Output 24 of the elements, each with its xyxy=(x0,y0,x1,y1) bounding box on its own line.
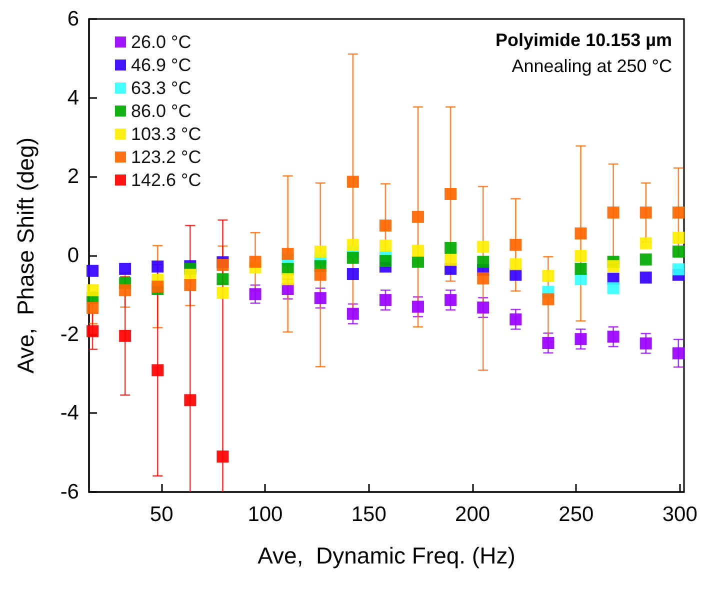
y-tick-label: -6 xyxy=(60,480,79,504)
y-tick-label: 6 xyxy=(67,8,79,30)
y-axis-title: Ave, Phase Shift (deg) xyxy=(12,137,38,374)
x-axis-title: Ave, Dynamic Freq. (Hz) xyxy=(258,542,516,568)
x-tick-label: 50 xyxy=(150,503,174,526)
text: Annealing at 250 °C xyxy=(512,56,672,76)
y-tick-label: 4 xyxy=(67,86,80,110)
legend-label: 86.0 °C xyxy=(131,101,192,121)
x-tick-label: 150 xyxy=(351,503,386,526)
legend-label: 142.6 °C xyxy=(131,170,202,190)
legend-label: 123.2 °C xyxy=(131,147,202,167)
x-tick-label: 100 xyxy=(248,503,283,526)
legend-label: 26.0 °C xyxy=(131,32,192,52)
y-tick-label: -4 xyxy=(60,402,80,425)
y-tick-label: 0 xyxy=(67,244,79,267)
x-tick-label: 300 xyxy=(662,503,698,526)
y-tick-label: 2 xyxy=(67,165,79,188)
legend-label: 46.9 °C xyxy=(131,55,192,75)
x-tick-label: 250 xyxy=(558,503,594,526)
legend-label: 63.3 °C xyxy=(131,78,192,98)
y-tick-label: -2 xyxy=(60,322,79,346)
text: Polyimide 10.153 µm xyxy=(496,30,672,50)
legend-label: 103.3 °C xyxy=(131,124,202,144)
x-tick-label: 200 xyxy=(455,503,490,526)
